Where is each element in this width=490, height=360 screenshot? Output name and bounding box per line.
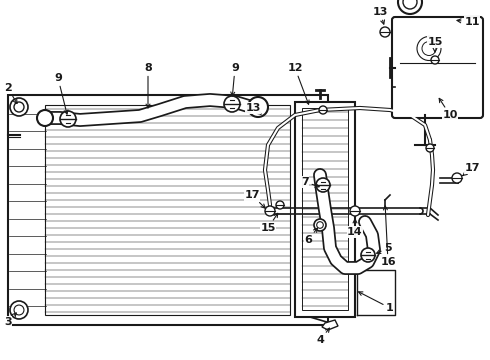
Text: 15: 15 [427, 37, 442, 52]
Circle shape [265, 206, 275, 216]
Circle shape [380, 27, 390, 37]
FancyBboxPatch shape [392, 17, 483, 118]
Circle shape [319, 106, 327, 114]
Circle shape [426, 144, 434, 152]
Text: 5: 5 [377, 243, 392, 253]
Text: 16: 16 [380, 206, 396, 267]
Text: 12: 12 [287, 63, 309, 104]
Circle shape [422, 41, 436, 55]
Circle shape [431, 56, 439, 64]
Text: 14: 14 [347, 219, 363, 237]
Bar [295, 102, 355, 317]
Circle shape [224, 96, 240, 112]
Text: 10: 10 [439, 98, 458, 120]
Text: 11: 11 [457, 17, 480, 27]
Text: 1: 1 [359, 292, 394, 313]
Bar [45, 105, 290, 315]
Circle shape [60, 111, 76, 127]
Circle shape [317, 222, 323, 228]
Circle shape [10, 301, 28, 319]
Bar [302, 108, 348, 310]
Text: 17: 17 [244, 190, 265, 208]
Circle shape [276, 201, 284, 209]
Text: 3: 3 [4, 313, 16, 327]
Circle shape [398, 0, 422, 14]
Text: 8: 8 [144, 63, 152, 108]
Circle shape [316, 178, 330, 192]
Text: 17: 17 [463, 163, 480, 176]
Circle shape [248, 97, 268, 117]
Text: 6: 6 [304, 228, 318, 245]
Text: 15: 15 [260, 213, 278, 233]
Polygon shape [322, 320, 338, 330]
Bar [8, 95, 328, 325]
Circle shape [14, 102, 24, 112]
Text: 9: 9 [54, 73, 68, 114]
Circle shape [350, 206, 360, 216]
Circle shape [452, 173, 462, 183]
Circle shape [37, 110, 53, 126]
Circle shape [314, 219, 326, 231]
Text: 13: 13 [245, 103, 261, 114]
Text: 4: 4 [316, 328, 329, 345]
Text: 2: 2 [4, 83, 17, 104]
Circle shape [417, 36, 441, 60]
Circle shape [361, 248, 375, 262]
Circle shape [14, 305, 24, 315]
Circle shape [403, 0, 417, 9]
Text: 7: 7 [301, 177, 319, 187]
Circle shape [10, 98, 28, 116]
Text: 9: 9 [231, 63, 239, 96]
Text: 13: 13 [372, 7, 388, 24]
